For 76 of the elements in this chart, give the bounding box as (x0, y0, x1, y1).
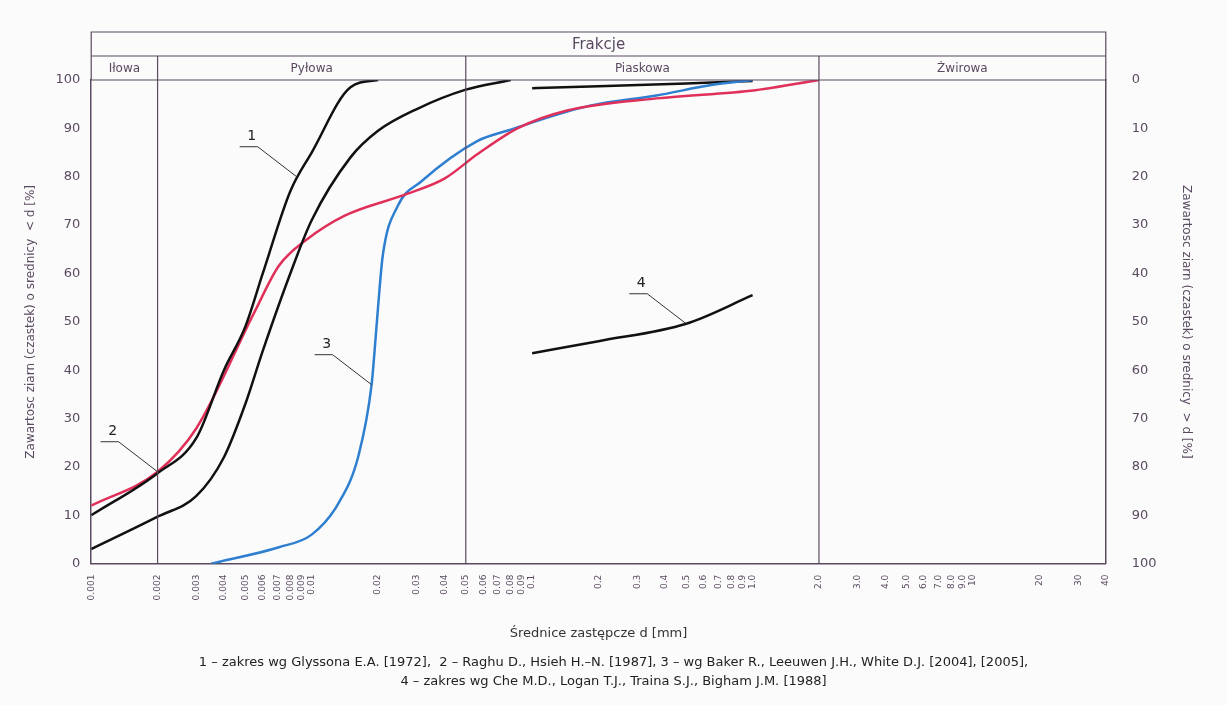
y2-tick-label: 80 (1131, 458, 1149, 474)
x-tick-label: 0.009 (295, 574, 306, 601)
y2-tick-label: 50 (1131, 313, 1149, 329)
x-tick-label: 0.6 (698, 574, 709, 589)
y-axis-title: Zawartosc ziarn (czastek) o srednicy < d [%] (23, 184, 38, 459)
y-tick-label: 60 (63, 264, 81, 280)
x-tick-label: 7.0 (933, 574, 944, 589)
x-tick-label: 0.4 (659, 574, 670, 589)
y-tick-label: 40 (63, 361, 81, 377)
x-tick-label: 40 (1100, 574, 1111, 587)
x-tick-label: 0.5 (680, 574, 691, 589)
y2-tick-label: 90 (1131, 506, 1149, 522)
x-tick-label: 2.0 (813, 574, 824, 589)
x-tick-label: 0.008 (284, 574, 295, 601)
x-tick-label: 9.0 (957, 574, 968, 589)
x-tick-label: 10 (967, 574, 978, 587)
text: 4 – zakres wg Che M.D., Logan T.J., Traina S.J., Bigham J.M. [1988] (400, 673, 827, 689)
y2-tick-label: 20 (1131, 168, 1149, 184)
x-tick-label: 0.01 (306, 574, 317, 595)
y2-tick-label: 10 (1131, 119, 1149, 135)
y-tick-label: 80 (63, 168, 81, 184)
x-tick-label: 30 (1072, 574, 1083, 587)
x-tick-label: 20 (1033, 574, 1044, 587)
y-tick-label: 10 (63, 506, 81, 522)
y2-tick-label: 30 (1131, 216, 1149, 232)
x-tick-label: 0.9 (736, 574, 747, 589)
x-tick-label: 0.08 (505, 574, 516, 595)
annotation: 3 (322, 335, 332, 352)
x-tick-label: 0.003 (190, 574, 201, 601)
x-tick-label: 0.06 (477, 574, 488, 595)
x-tick-label: 0.03 (411, 574, 422, 595)
annotation: 4 (636, 274, 646, 291)
x-axis-title: Średnice zastępcze d [mm] (509, 624, 688, 640)
x-tick-label: 1.0 (746, 574, 757, 589)
x-tick-label: 0.02 (372, 574, 383, 595)
chart-title: Frakcje (571, 34, 626, 53)
y-tick-label: 30 (63, 409, 81, 425)
text: Iłowa (108, 61, 141, 76)
annotation: 1 (247, 127, 257, 144)
y2-tick-label: 60 (1131, 361, 1149, 377)
y2-tick-label: 40 (1131, 264, 1149, 280)
x-tick-label: 0.3 (631, 574, 642, 589)
y-tick-label: 90 (63, 119, 81, 135)
x-tick-label: 0.006 (257, 574, 268, 601)
y-tick-label: 50 (63, 313, 81, 329)
text: Pyłowa (290, 61, 333, 76)
x-tick-label: 0.04 (438, 574, 449, 595)
x-tick-label: 0.8 (725, 574, 736, 589)
y2-tick-label: 70 (1131, 409, 1149, 425)
text: 1 – zakres wg Glyssona E.A. [1972], 2 – Raghu D., Hsieh H.–N. [1987], 3 – wg Baker R., Leeuwen J.H., White D.J. [2004], [2005], (198, 654, 1029, 670)
y-tick-label: 20 (63, 458, 81, 474)
y-tick-label: 70 (63, 216, 81, 232)
y2-tick-label: 0 (1131, 71, 1141, 87)
annotation: 2 (108, 422, 118, 439)
x-tick-label: 0.001 (85, 574, 96, 601)
x-tick-label: 0.004 (218, 574, 229, 601)
y-tick-label: 0 (71, 555, 81, 571)
y2-axis-title: Zawartosc ziarn (czastek) o srednicy > d [%] (1179, 184, 1194, 459)
x-tick-label: 0.007 (271, 574, 282, 601)
x-tick-label: 4.0 (879, 574, 890, 589)
x-tick-label: 6.0 (918, 574, 929, 589)
x-tick-label: 0.1 (526, 574, 537, 589)
y2-tick-label: 100 (1131, 555, 1157, 571)
x-tick-label: 0.2 (592, 574, 603, 589)
x-tick-label: 0.07 (492, 574, 503, 595)
x-tick-label: 5.0 (901, 574, 912, 589)
text: Żwirowa (937, 60, 988, 76)
x-tick-label: 0.09 (516, 574, 527, 595)
x-tick-label: 0.005 (239, 574, 250, 601)
x-tick-label: 0.05 (460, 574, 471, 595)
x-tick-label: 8.0 (946, 574, 957, 589)
y-tick-label: 100 (55, 71, 81, 87)
x-tick-label: 0.002 (151, 574, 162, 601)
x-tick-label: 0.7 (712, 574, 723, 589)
text: Piaskowa (614, 61, 670, 76)
x-tick-label: 3.0 (852, 574, 863, 589)
